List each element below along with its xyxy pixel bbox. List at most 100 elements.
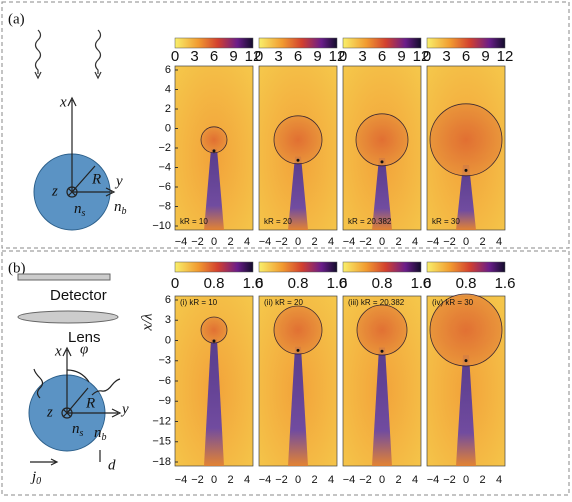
x-tick-label: 0 [211, 474, 217, 486]
colorbar [258, 37, 338, 49]
y-tick-label: 0 [165, 122, 171, 134]
x-tick-label: −4 [259, 474, 272, 486]
axis-label: x [54, 343, 62, 359]
x-tick-label: 4 [328, 236, 334, 248]
detector [17, 273, 111, 281]
colorbar-tick: 0.8 [204, 275, 225, 292]
x-tick-label: 0 [379, 474, 385, 486]
x-tick-label: −4 [343, 474, 356, 486]
focus [296, 348, 300, 352]
colorbar-tick: 0 [171, 275, 179, 292]
detector-label: Detector [50, 287, 107, 304]
axis-label: x [59, 94, 67, 110]
lens-label: Lens [68, 329, 101, 346]
colorbar-tick: 3 [358, 48, 366, 65]
x-tick-label: −4 [175, 474, 188, 486]
plume [456, 355, 476, 466]
y-tick-label: 6 [165, 294, 171, 306]
x-tick-label: 0 [295, 474, 301, 486]
subplot-label: (ii) kR = 20 [264, 298, 303, 307]
math-label: nb [94, 425, 107, 443]
x-tick-label: 4 [328, 474, 334, 486]
colorbar-tick: 9 [397, 48, 405, 65]
particle [429, 293, 503, 367]
colorbar-tick: 12 [413, 48, 430, 65]
y-tick-label: −12 [152, 415, 171, 427]
angle-label: φ [80, 341, 88, 357]
subplot-label: (i) kR = 10 [180, 298, 218, 307]
colorbar-tick: 0 [423, 275, 431, 292]
particle [273, 305, 323, 355]
axis-label: z [46, 404, 53, 420]
plume [204, 148, 224, 230]
particle [200, 316, 228, 344]
subplot-label: (iii) kR = 20.382 [348, 298, 405, 307]
focus [464, 168, 468, 172]
colorbar-tick: 0 [171, 48, 179, 65]
focus [296, 158, 300, 162]
lens [17, 310, 119, 324]
y-tick-label: −15 [152, 436, 171, 448]
particle [356, 304, 408, 356]
x-tick-label: −2 [443, 236, 456, 248]
x-tick-label: 0 [463, 236, 469, 248]
focus [212, 339, 216, 343]
subplot-label: kR = 20.382 [348, 217, 392, 226]
colorbar-tick: 1.6 [495, 275, 516, 292]
x-tick-label: 4 [412, 236, 418, 248]
colorbar-tick: 9 [313, 48, 321, 65]
panel-label: (b) [8, 260, 26, 276]
axis-label: y [114, 173, 123, 189]
math-label: ns [74, 201, 86, 219]
y-tick-label: 2 [165, 103, 171, 115]
y-tick-label: −18 [152, 456, 171, 468]
colorbar [174, 37, 254, 49]
panel-frame [1, 1, 570, 249]
radius-label: R [85, 395, 95, 411]
colorbar-tick: 0 [339, 48, 347, 65]
colorbar-tick: 0.8 [288, 275, 309, 292]
x-tick-label: −2 [191, 474, 204, 486]
x-tick-label: 2 [395, 474, 401, 486]
y-tick-label: −3 [158, 355, 171, 367]
y-axis-label: x/λ [139, 313, 155, 332]
colorbar-tick: 6 [294, 48, 302, 65]
y-tick-label: 3 [165, 314, 171, 326]
radius-label: R [91, 171, 101, 187]
panel-label: (a) [8, 11, 25, 27]
axis-label: y [120, 401, 129, 417]
focus [380, 349, 384, 353]
gap-label: d [108, 457, 116, 473]
x-tick-label: 2 [479, 474, 485, 486]
colorbar-tick: 1.6 [411, 275, 432, 292]
colorbar-tick: 12 [245, 48, 262, 65]
plume [288, 346, 308, 466]
colorbar-tick: 6 [378, 48, 386, 65]
y-tick-label: −10 [152, 220, 171, 232]
x-tick-label: −4 [343, 236, 356, 248]
particle [355, 113, 409, 167]
subplot-label: kR = 20 [264, 217, 292, 226]
x-tick-label: −2 [275, 236, 288, 248]
colorbar [426, 37, 506, 49]
colorbar [174, 261, 254, 273]
x-tick-label: −4 [175, 236, 188, 248]
colorbar-tick: 1.6 [327, 275, 348, 292]
axes-a [66, 96, 116, 198]
colorbar-tick: 3 [190, 48, 198, 65]
colorbar-tick: 12 [497, 48, 514, 65]
plume [288, 156, 308, 230]
colorbar-tick: 9 [481, 48, 489, 65]
colorbar-tick: 12 [329, 48, 346, 65]
axis-label: z [51, 183, 58, 199]
focus [464, 359, 468, 363]
y-tick-label: 0 [165, 334, 171, 346]
x-tick-label: 2 [395, 236, 401, 248]
colorbar-tick: 6 [462, 48, 470, 65]
plume [456, 165, 476, 230]
colorbar-tick: 3 [442, 48, 450, 65]
y-tick-label: 4 [165, 83, 171, 95]
colorbar-tick: 1.6 [243, 275, 264, 292]
x-tick-label: 2 [227, 236, 233, 248]
y-tick-label: −2 [158, 142, 171, 154]
